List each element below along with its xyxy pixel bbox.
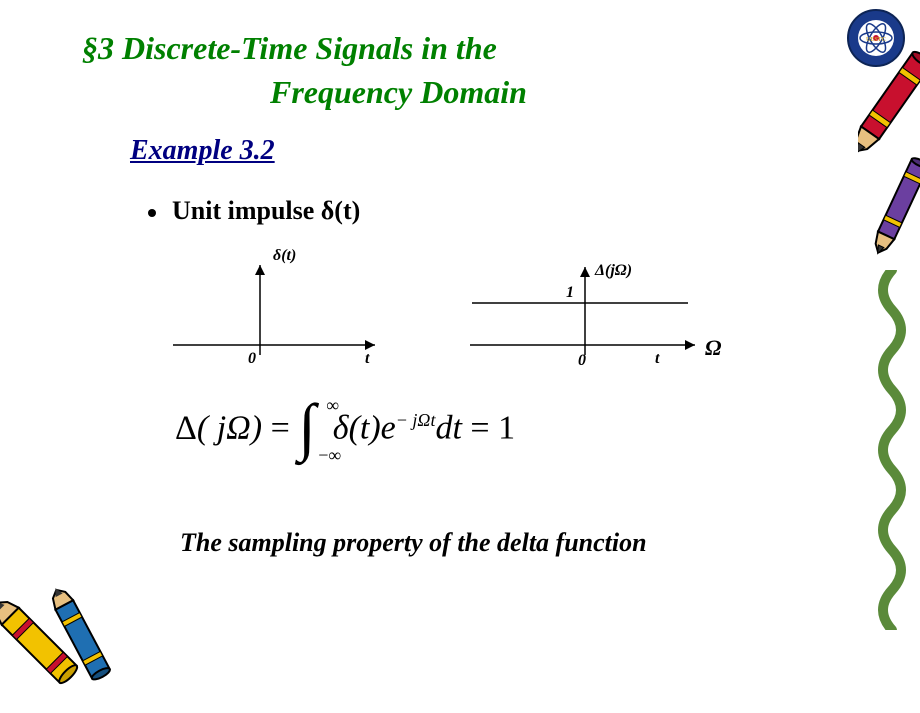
graph-right-ylabel: Δ(jΩ) [594,262,632,279]
graph-right-xlabel-t: t [655,350,660,367]
eq-lhs-arg: ( jΩ) [197,409,271,446]
graph-left-xlabel: t [365,350,370,367]
crayon-blue-icon [24,582,144,702]
bullet-text: Unit impulse δ(t) [172,196,360,225]
bottom-caption: The sampling property of the delta funct… [180,528,647,558]
slide-title-line2: Frequency Domain [270,74,527,111]
eq-exponent: − jΩt [396,410,436,430]
eq-int-upper: ∞ [326,395,339,416]
eq-lhs-delta: Δ [175,409,197,446]
graph-left-origin: 0 [248,350,256,367]
eq-eq2: = 1 [470,409,515,446]
graph-delta-jomega: Δ(jΩ) 1 0 t Ω [460,245,740,375]
eq-eq1: = [271,409,299,446]
example-heading: Example 3.2 [130,135,275,167]
bullet-dot-icon [148,209,156,217]
graph-right-origin: 0 [578,352,586,369]
bullet-unit-impulse: Unit impulse δ(t) [148,196,360,226]
graph-right-xlabel-omega: Ω [705,335,722,360]
eq-dt: dt [435,409,470,446]
eq-integrand-arg: (t)e [349,409,396,446]
slide-title-line1: §3 Discrete-Time Signals in the [82,30,497,67]
graph-left-ylabel: δ(t) [273,247,296,264]
eq-int-lower: −∞ [318,445,341,466]
graph-delta-t: δ(t) 0 t [165,245,395,375]
graph-right-value: 1 [566,284,574,301]
squiggle-decoration [870,270,914,630]
fourier-equation: Δ( jΩ) = ∫ ∞ −∞ δ(t)e− jΩtdt = 1 [175,405,515,456]
integral-symbol: ∫ [298,401,316,452]
crayon-purple-icon [871,140,920,280]
